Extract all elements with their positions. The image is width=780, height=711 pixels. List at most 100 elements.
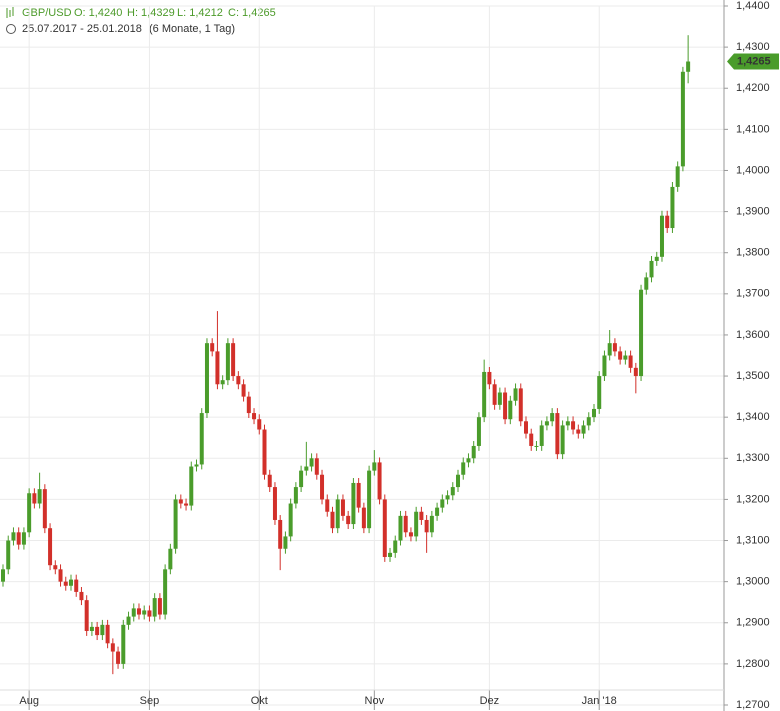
candle-body <box>633 367 638 377</box>
y-tick-label: 1,3700 <box>736 288 770 300</box>
candle-body <box>152 598 157 617</box>
candle-body <box>482 371 487 418</box>
candle-body <box>79 591 84 601</box>
candle-body <box>377 462 382 500</box>
candle-body <box>131 608 136 617</box>
y-tick-label: 1,4200 <box>736 82 770 94</box>
candle-body <box>419 511 424 520</box>
candle-body <box>450 487 455 496</box>
low-label: L: 1,4212 <box>177 7 223 19</box>
candle-body <box>372 462 377 471</box>
candle-body <box>163 569 168 615</box>
header: GBP/USD O: 1,4240 H: 1,4329 L: 1,4212 C:… <box>6 7 276 35</box>
close-label: C: 1,4265 <box>228 7 276 19</box>
candle-body <box>649 260 654 278</box>
period: (6 Monate, 1 Tag) <box>149 23 235 35</box>
candle-body <box>492 384 497 405</box>
symbol: GBP/USD <box>22 7 72 19</box>
candle-body <box>518 388 523 422</box>
candle-body <box>288 503 293 537</box>
candle-body <box>189 466 194 506</box>
candle-body <box>194 464 199 467</box>
candle-body <box>95 626 100 636</box>
candle-body <box>654 256 659 261</box>
date-range: 25.07.2017 - 25.01.2018 <box>22 23 142 35</box>
candle-body <box>534 445 539 447</box>
candle-body <box>309 458 314 467</box>
candle-body <box>461 462 466 475</box>
candle-body <box>267 474 272 488</box>
candle-body <box>680 71 685 167</box>
y-tick-label: 1,3100 <box>736 534 770 546</box>
candle-body <box>435 507 440 516</box>
candle-body <box>623 355 628 360</box>
y-tick-label: 1,3600 <box>736 329 770 341</box>
y-tick-label: 1,3200 <box>736 493 770 505</box>
candle-body <box>325 499 330 512</box>
candle-body <box>576 429 581 434</box>
y-tick-label: 1,3400 <box>736 411 770 423</box>
candle-body <box>382 499 387 557</box>
candle-body <box>544 421 549 426</box>
candle-body <box>497 392 502 405</box>
candle-body <box>686 61 691 72</box>
candle-body <box>408 532 413 537</box>
last-price-tag <box>727 53 779 70</box>
x-tick-label: Okt <box>251 695 268 707</box>
candle-body <box>110 643 115 652</box>
candle-body <box>105 624 110 644</box>
candle-body <box>48 528 53 566</box>
candle-body <box>429 515 434 533</box>
y-tick-label: 1,4300 <box>736 41 770 53</box>
candle-body <box>602 355 607 377</box>
candle-body <box>220 380 225 385</box>
candle-body <box>330 511 335 529</box>
candle-body <box>560 425 565 455</box>
candle-body <box>116 651 121 664</box>
candle-body <box>508 400 513 420</box>
candle-body <box>11 532 16 541</box>
candle-body <box>586 417 591 426</box>
candle-body <box>445 495 450 500</box>
candle-body <box>126 616 131 625</box>
x-tick-label: Nov <box>365 695 385 707</box>
candle-body <box>440 499 445 508</box>
candle-body <box>550 413 555 422</box>
candle-body <box>74 579 79 592</box>
candle-body <box>147 610 152 617</box>
candle-body <box>241 384 246 397</box>
candle-body <box>215 351 220 385</box>
candle-body <box>335 499 340 529</box>
candle-body <box>414 511 419 537</box>
candle-body <box>571 421 576 430</box>
candle-body <box>257 419 262 430</box>
candle-body <box>231 343 236 377</box>
y-tick-label: 1,4000 <box>736 164 770 176</box>
candle-body <box>466 458 471 463</box>
candle-body <box>100 624 105 636</box>
x-tick-label: Aug <box>19 695 39 707</box>
candle-body <box>367 470 372 529</box>
candle-body <box>204 343 209 414</box>
candle-body <box>628 355 633 368</box>
candle-body <box>398 515 403 541</box>
y-tick-label: 1,3800 <box>736 247 770 259</box>
candle-body <box>612 343 617 352</box>
high-label: H: 1,4329 <box>127 7 175 19</box>
candle-body <box>476 417 481 446</box>
candle-body <box>456 474 461 488</box>
candle-body <box>424 519 429 533</box>
candle-body <box>356 482 361 508</box>
candle-body <box>246 396 251 414</box>
candle-body <box>403 515 408 533</box>
candle-body <box>210 343 215 352</box>
candle-body <box>58 569 63 582</box>
candle-body <box>618 351 623 360</box>
candle-body <box>675 166 680 187</box>
candle-body <box>84 600 89 631</box>
clock-icon <box>6 24 16 34</box>
x-tick-label: Dez <box>480 695 500 707</box>
x-tick-label: Jan '18 <box>582 695 617 707</box>
x-tick-label: Sep <box>140 695 160 707</box>
y-tick-label: 1,3300 <box>736 452 770 464</box>
